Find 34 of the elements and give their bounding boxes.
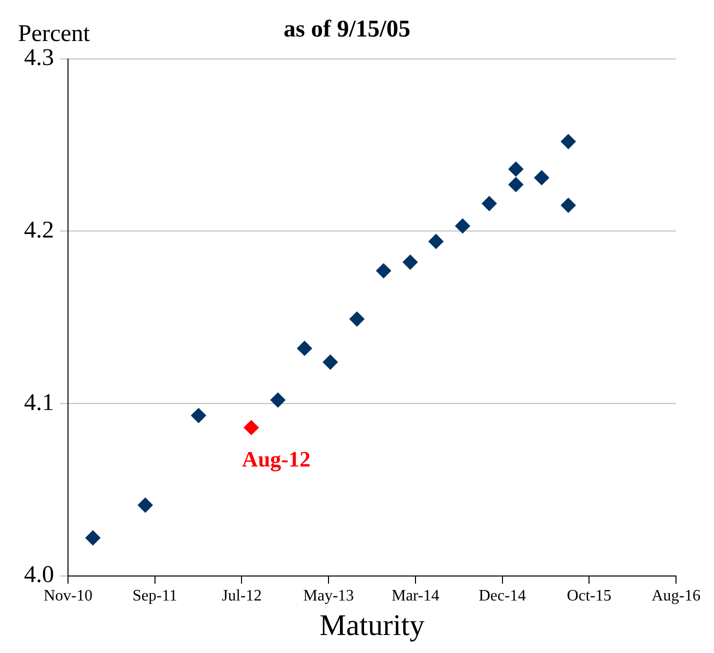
point [560,198,576,213]
point [455,218,470,234]
x-tick-label: May-13 [303,588,354,605]
point [428,234,444,249]
point [376,263,392,278]
point [191,408,206,424]
point [85,530,100,546]
point [482,196,497,212]
point [138,498,153,513]
x-tick-label: Mar-14 [392,588,440,605]
annotation: Aug-12 [242,446,310,472]
point [508,177,524,192]
chart-title: as of 9/15/05 [284,16,410,43]
point [349,312,364,327]
y-axis-title: Percent [18,21,90,48]
point [244,420,259,436]
point [402,254,418,270]
point [297,340,312,356]
x-tick-label: Nov-10 [44,588,92,605]
point [534,170,550,186]
point [270,392,286,408]
x-tick-label: Jul-12 [222,588,262,605]
x-tick-label: Sep-11 [132,588,178,605]
point [508,162,524,177]
y-tick-label: 4.2 [24,217,54,244]
x-tick-label: Aug-16 [652,588,700,605]
y-tick-label: 4.0 [24,562,54,588]
x-tick-label: Oct-15 [566,588,612,605]
point [560,134,576,150]
y-tick-label: 4.1 [24,390,54,416]
point [322,354,338,370]
x-tick-label: Dec-14 [478,588,526,605]
y-tick-label: 4.3 [24,45,54,72]
x-axis-title: Maturity [320,608,424,642]
